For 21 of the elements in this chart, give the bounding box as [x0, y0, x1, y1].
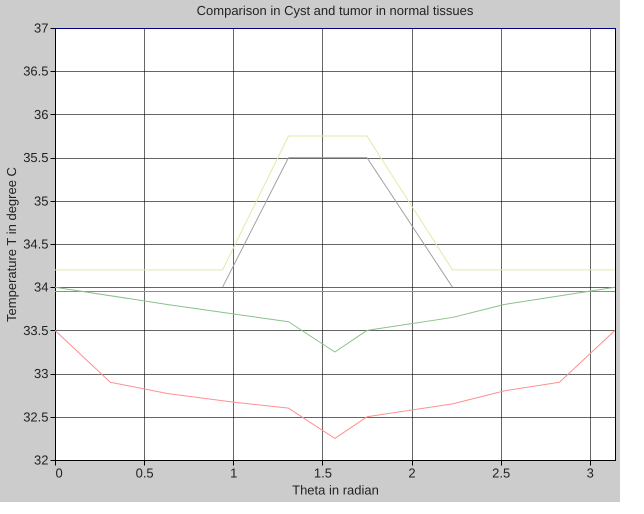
y-tick-label: 34	[34, 280, 48, 295]
x-tick-label: 0	[56, 466, 63, 480]
y-tick-label: 33.5	[23, 322, 48, 338]
y-tick-label: 35	[34, 193, 48, 208]
y-tick-label: 34.5	[23, 236, 48, 252]
y-tick-label: 36.5	[23, 64, 48, 79]
x-tick-label: 3	[586, 466, 594, 480]
y-tick-label: 33	[34, 366, 48, 382]
chart-title: Comparison in Cyst and tumor in normal tissues	[196, 3, 474, 18]
x-tick-label: 1.5	[314, 466, 332, 480]
x-tick-label: 0.5	[136, 466, 154, 480]
x-axis-title: Theta in radian	[292, 482, 379, 498]
y-tick-label: 35.5	[23, 150, 48, 166]
y-axis-title: Temperature T in degree C	[4, 167, 20, 322]
x-tick-label: 2.5	[492, 466, 510, 480]
x-tick-label: 1	[230, 466, 238, 480]
y-tick-label: 32	[34, 452, 48, 468]
x-tick-label: 2	[408, 466, 416, 480]
y-tick-label: 32.5	[23, 409, 48, 424]
y-tick-label: 36	[34, 106, 48, 122]
y-tick-label: 37	[34, 20, 48, 36]
